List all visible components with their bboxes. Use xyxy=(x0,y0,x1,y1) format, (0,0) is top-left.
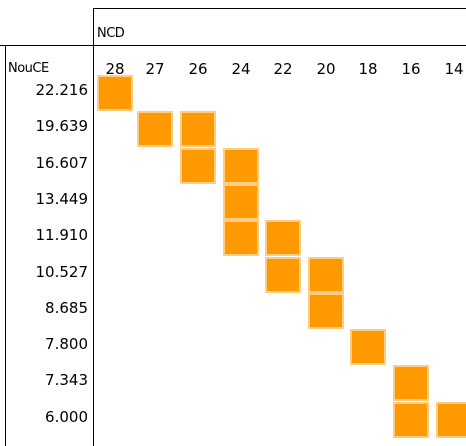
highlight-cell xyxy=(180,111,216,148)
highlight-cell xyxy=(436,401,466,438)
column-label: 27 xyxy=(145,60,165,78)
column-label: 22 xyxy=(273,60,293,78)
highlight-cell xyxy=(393,401,429,438)
row-label: 19.639 xyxy=(35,117,89,136)
highlight-cell xyxy=(97,75,133,111)
top-border xyxy=(93,8,466,9)
highlight-cell xyxy=(350,329,386,366)
row-label: 10.527 xyxy=(35,262,89,281)
highlight-cell xyxy=(223,147,259,184)
column-label: 24 xyxy=(231,60,251,78)
highlight-cell xyxy=(265,220,301,257)
left-border xyxy=(5,45,6,446)
row-label: 6.000 xyxy=(45,407,88,426)
row-axis-title: NouCE xyxy=(8,61,49,76)
row-label: 22.216 xyxy=(35,81,89,99)
row-label: 11.910 xyxy=(35,226,89,245)
row-label: 8.685 xyxy=(45,298,88,317)
column-label: 18 xyxy=(358,60,378,78)
row-label: 13.449 xyxy=(35,189,89,208)
highlight-cell xyxy=(180,147,216,184)
column-label: 16 xyxy=(401,60,421,78)
column-label: 14 xyxy=(444,60,464,78)
highlight-cell xyxy=(223,220,259,257)
column-label: 28 xyxy=(105,60,125,78)
column-axis-title: NCD xyxy=(97,26,125,41)
header-divider xyxy=(0,45,466,46)
column-label: 20 xyxy=(316,60,336,78)
row-label-divider xyxy=(93,8,94,446)
highlight-cell xyxy=(308,292,344,329)
row-label: 16.607 xyxy=(35,153,89,172)
column-label: 26 xyxy=(188,60,208,78)
row-label: 7.800 xyxy=(45,335,88,354)
highlight-cell xyxy=(223,183,259,220)
highlight-cell xyxy=(265,256,301,293)
highlight-cell xyxy=(393,365,429,402)
highlight-cell xyxy=(308,256,344,293)
row-label: 7.343 xyxy=(45,371,88,390)
highlight-cell xyxy=(137,111,173,148)
